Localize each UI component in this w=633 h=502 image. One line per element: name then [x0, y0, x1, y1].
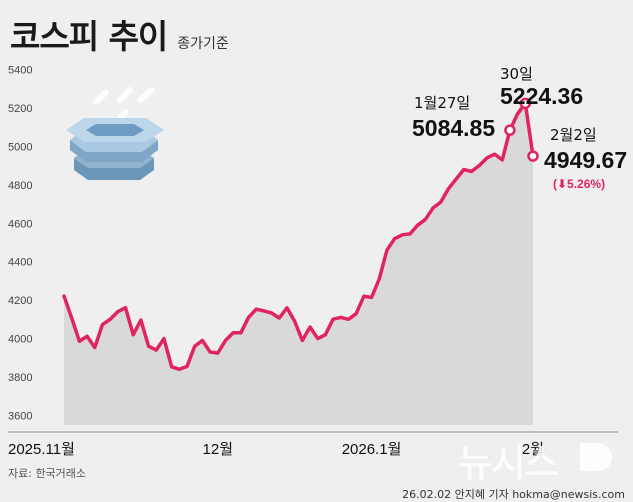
y-tick-label-3: 4200 [8, 295, 32, 307]
series-line [62, 101, 535, 372]
y-tick-label-0: 3600 [8, 410, 32, 422]
y-tick-label-9: 5400 [8, 65, 32, 77]
watermark-logo-mark [580, 443, 612, 471]
series-area [64, 103, 533, 425]
credit-note: 26.02.02 안지혜 기자 hokma@newsis.com [402, 488, 625, 501]
x-tick-label-1: 12월 [203, 441, 234, 458]
source-note: 자료: 한국거래소 [8, 467, 87, 480]
y-axis: 3600 3800 4000 4200 4400 4600 4800 5000 5200 5400 [8, 65, 618, 433]
annotations: 1월27일 5084.85 30일 5224.36 2월2일 4949.67 (… [412, 65, 627, 191]
x-axis: 2025.11월 12월 2026.1월 2월 [8, 441, 544, 458]
x-tick-label-0: 2025.11월 [8, 441, 75, 458]
y-tick-label-6: 4800 [8, 180, 32, 192]
x-tick-label-2: 2026.1월 [342, 441, 402, 458]
plot-area [62, 97, 539, 425]
point-jan27 [504, 124, 516, 136]
stacked-coins-icon [66, 87, 164, 180]
y-tick-label-8: 5200 [8, 103, 32, 115]
x-tick-label-3: 2월 [522, 441, 544, 458]
annotation-feb2-value: 4949.67 [544, 147, 627, 173]
annotation-jan30-value: 5224.36 [500, 83, 583, 109]
y-tick-label-4: 4400 [8, 257, 32, 269]
annotation-jan27-label: 1월27일 [414, 94, 470, 112]
y-tick-label-1: 3800 [8, 372, 32, 384]
annotation-jan30-label: 30일 [500, 65, 533, 83]
annotation-feb2-label: 2월2일 [550, 126, 597, 144]
point-feb2 [527, 150, 539, 162]
chart-subtitle: 종가기준 [177, 36, 229, 52]
point-jan30 [519, 97, 532, 110]
annotation-jan27-value: 5084.85 [412, 115, 495, 141]
y-tick-label-5: 4600 [8, 218, 32, 230]
y-tick-label-2: 4000 [8, 334, 32, 346]
annotation-feb2-change: (⬇5.26%) [553, 177, 605, 191]
chart-title: 코스피 추이 [10, 17, 168, 56]
y-tick-label-7: 5000 [8, 141, 32, 153]
watermark-logo: 뉴시스 [458, 441, 559, 485]
